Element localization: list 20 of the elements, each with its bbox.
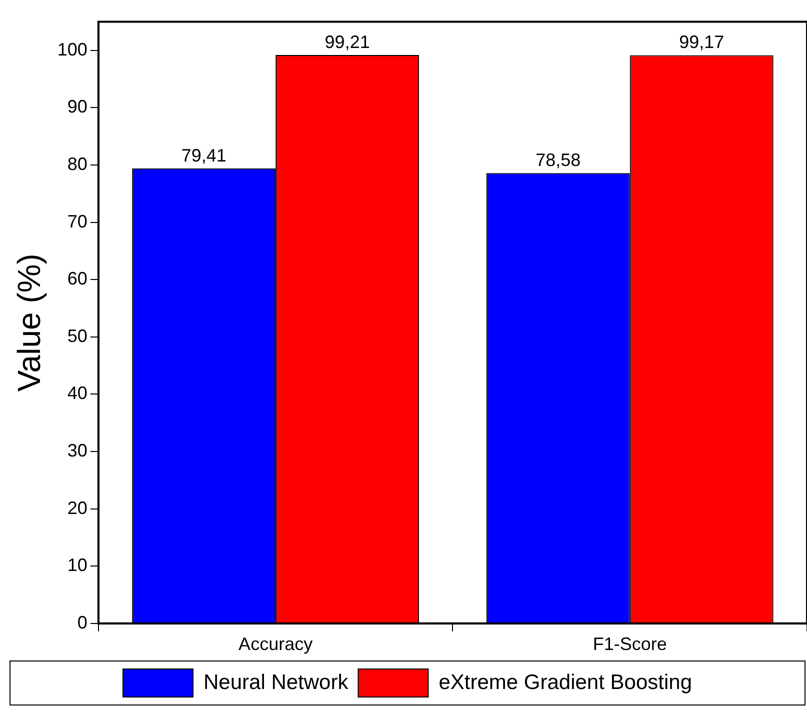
data-label: 79,41	[181, 145, 226, 166]
data-label: 99,21	[324, 32, 370, 52]
y-tick-label: 20	[67, 498, 88, 518]
y-tick-label: 50	[67, 326, 88, 346]
y-tick-label: 60	[67, 268, 88, 289]
legend-label: Neural Network	[203, 670, 349, 694]
y-tick-label: 100	[57, 39, 88, 60]
data-label: 78,58	[536, 150, 581, 170]
y-tick-label: 80	[67, 154, 88, 174]
x-tick-label: F1-Score	[592, 634, 667, 654]
y-tick-label: 10	[67, 555, 88, 576]
text: eXtreme Gradient Boosting	[438, 670, 692, 694]
x-tick-label: Accuracy	[238, 634, 313, 654]
data-label: 99,17	[679, 32, 724, 52]
y-tick-label: 0	[77, 612, 88, 632]
y-axis-title: Value (%)	[11, 254, 48, 392]
y-tick-label: 30	[67, 440, 88, 460]
y-tick-label: 40	[67, 383, 88, 404]
y-tick-label: 90	[67, 96, 88, 117]
y-tick-label: 70	[67, 211, 88, 232]
